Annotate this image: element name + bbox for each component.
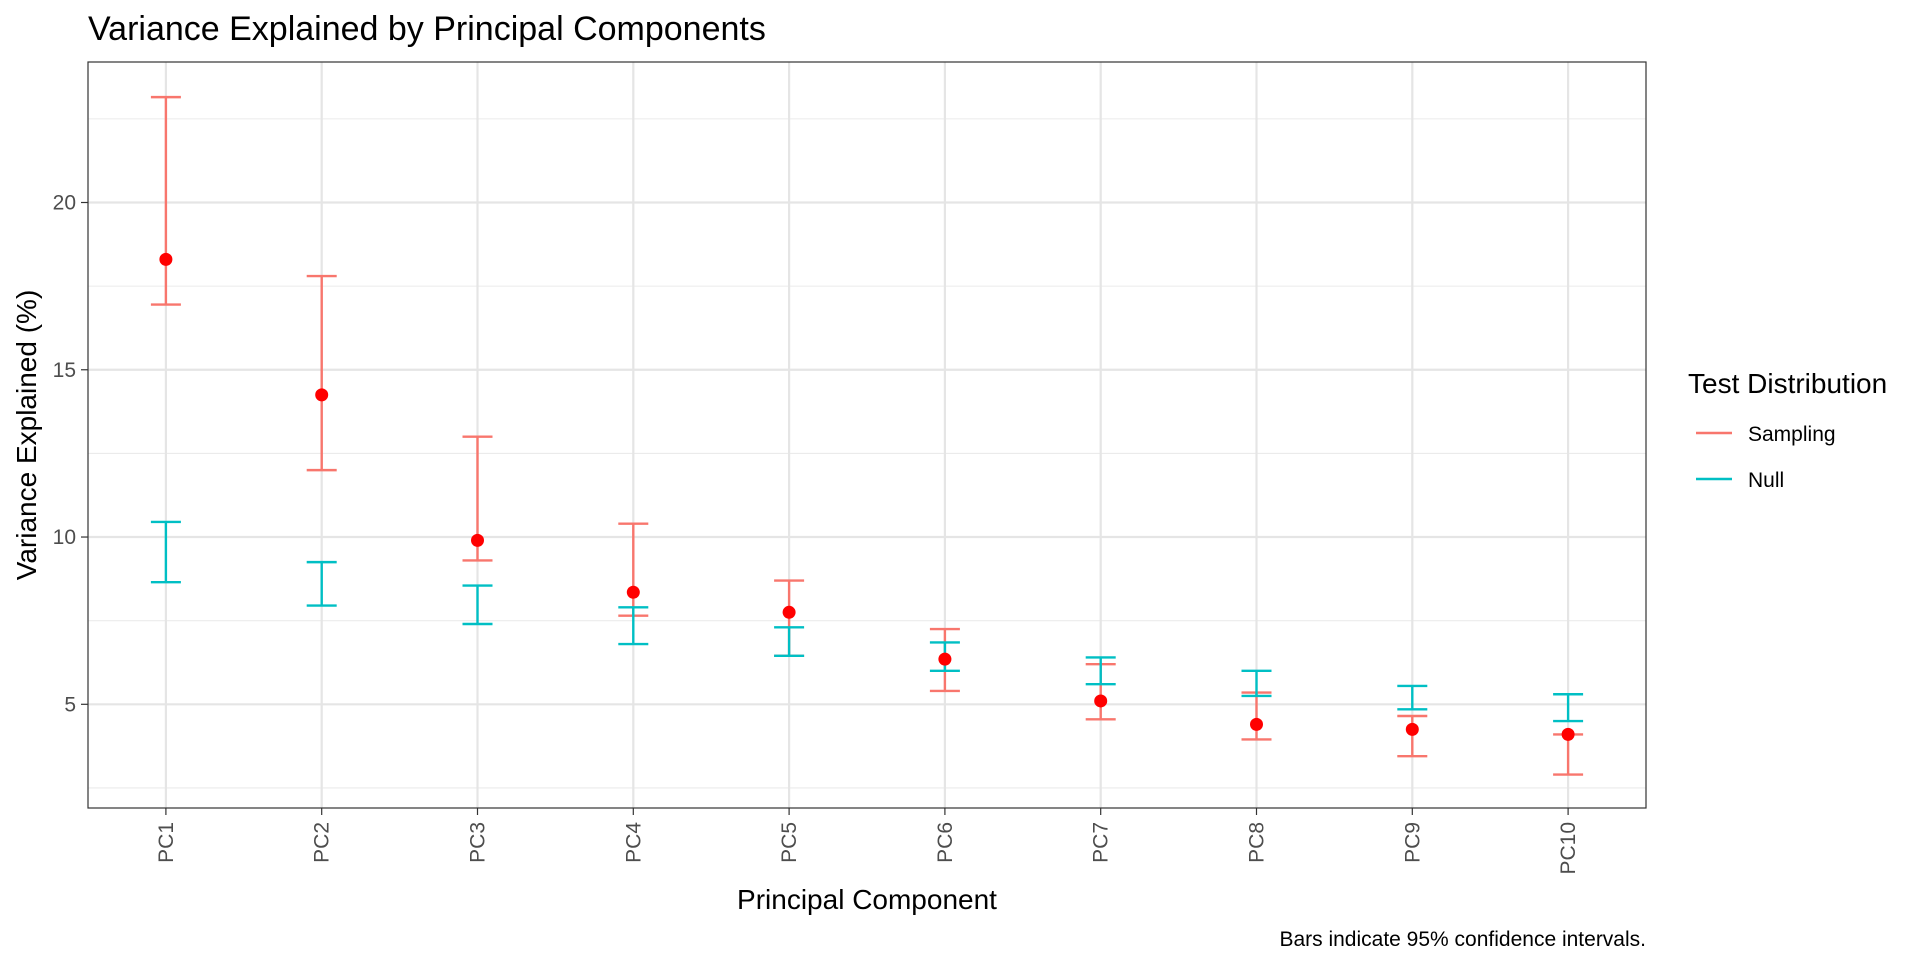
point-pc10 bbox=[1561, 727, 1575, 741]
point-pc1 bbox=[159, 252, 173, 266]
chart-title: Variance Explained by Principal Componen… bbox=[88, 10, 766, 48]
y-tick-label: 10 bbox=[53, 526, 76, 549]
point-layer bbox=[159, 252, 1575, 741]
x-axis-title: Principal Component bbox=[737, 884, 997, 915]
errorbar-sampling-pc9 bbox=[1397, 714, 1428, 758]
errorbar-null-pc7 bbox=[1085, 656, 1116, 686]
errorbar-null-pc4 bbox=[618, 606, 649, 646]
errorbar-null-pc5 bbox=[774, 626, 805, 657]
y-tick-label: 15 bbox=[53, 359, 76, 382]
y-tick-label: 5 bbox=[64, 693, 76, 716]
errorbar-null-pc2 bbox=[306, 560, 337, 607]
x-tick-label-pc9: PC9 bbox=[1401, 822, 1424, 863]
point-pc7 bbox=[1094, 694, 1108, 708]
errorbar-null-pc1 bbox=[150, 520, 181, 584]
x-tick-label-pc4: PC4 bbox=[622, 822, 645, 863]
point-pc9 bbox=[1405, 722, 1419, 736]
point-pc8 bbox=[1250, 717, 1263, 731]
x-tick-label-pc3: PC3 bbox=[467, 822, 490, 863]
point-pc5 bbox=[782, 605, 796, 619]
point-pc3 bbox=[471, 533, 484, 547]
errorbar-sampling-pc1 bbox=[150, 95, 181, 306]
x-tick-label-pc6: PC6 bbox=[934, 822, 957, 863]
legend-title: Test Distribution bbox=[1688, 368, 1887, 399]
x-tick-label-pc2: PC2 bbox=[311, 822, 334, 863]
x-axis: PC1 PC2 PC3 PC4 PC5 PC6 PC7 PC8 PC9 PC10 bbox=[155, 808, 1580, 875]
x-tick-label-pc10: PC10 bbox=[1557, 822, 1580, 875]
legend-label-null: Null bbox=[1748, 469, 1784, 492]
legend: Test Distribution Sampling Null bbox=[1688, 368, 1887, 492]
x-tick-label-pc8: PC8 bbox=[1246, 822, 1269, 863]
errorbar-sampling-pc2 bbox=[306, 274, 337, 472]
errorbar-null-pc9 bbox=[1397, 684, 1428, 711]
plot-panel bbox=[88, 62, 1646, 808]
x-tick-label-pc1: PC1 bbox=[155, 822, 178, 863]
legend-label-sampling: Sampling bbox=[1748, 423, 1836, 446]
errorbar-null-pc8 bbox=[1241, 669, 1272, 698]
y-axis-title: Variance Explained (%) bbox=[11, 290, 42, 581]
chart-caption: Bars indicate 95% confidence intervals. bbox=[1279, 928, 1646, 951]
errorbar-layer bbox=[150, 95, 1584, 776]
x-tick-label-pc5: PC5 bbox=[778, 822, 801, 863]
point-pc2 bbox=[315, 388, 329, 402]
y-tick-label: 20 bbox=[53, 192, 76, 215]
x-tick-label-pc7: PC7 bbox=[1090, 822, 1113, 863]
point-pc6 bbox=[938, 652, 952, 666]
errorbar-null-pc3 bbox=[462, 584, 493, 626]
plot-border bbox=[87, 61, 1647, 809]
y-axis: 5 10 15 20 bbox=[53, 192, 88, 716]
point-pc4 bbox=[626, 585, 640, 599]
errorbar-null-pc10 bbox=[1553, 693, 1584, 723]
